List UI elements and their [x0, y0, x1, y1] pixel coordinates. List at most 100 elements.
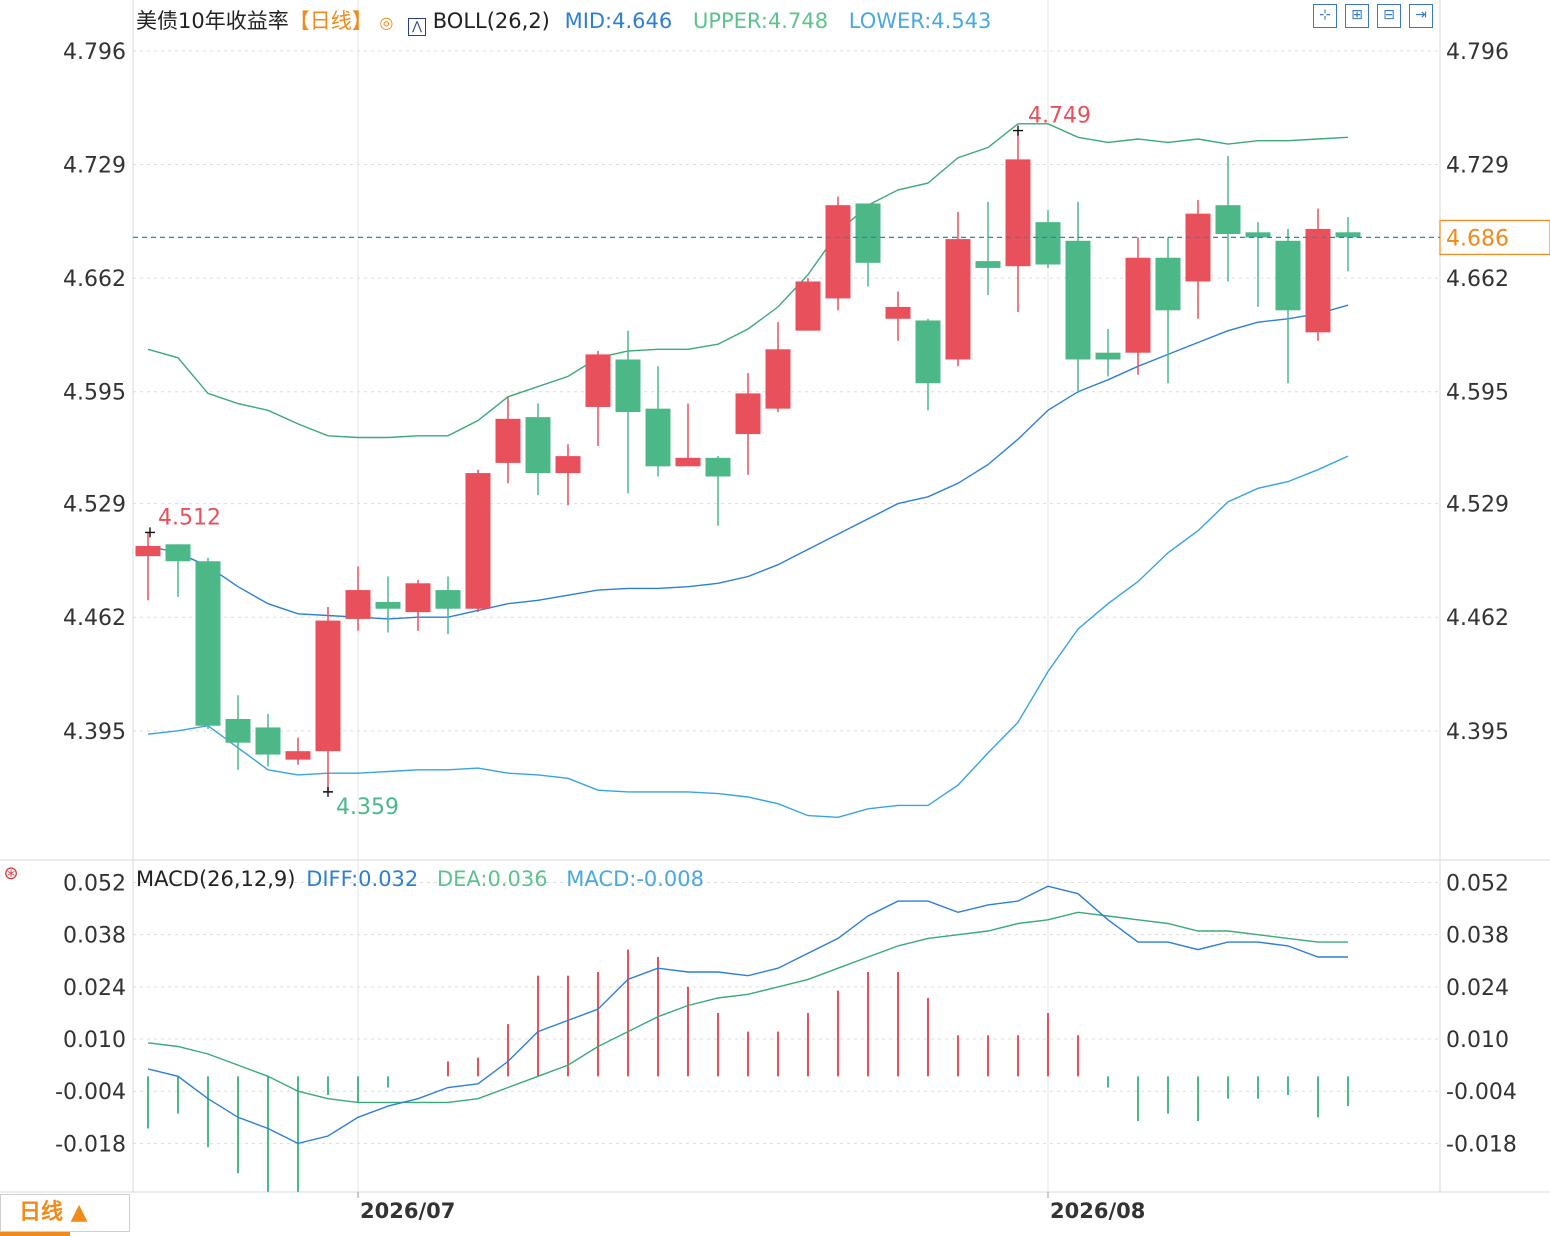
candle-body	[435, 590, 461, 609]
indicator-switch-icon[interactable]: ⋀	[408, 18, 427, 36]
max-marker-cross	[1013, 125, 1023, 136]
candle-body	[795, 281, 821, 331]
fit-chart-icon[interactable]: ⊹	[1313, 4, 1337, 28]
axis-layer: 4.796 4.796 4.729 4.729 4.662 4.662 4.595 4.595…	[55, 40, 1517, 1223]
candle-body	[225, 718, 251, 743]
marker-layer: 4.686 4.749 4.359 4.512	[133, 104, 1550, 820]
zoom-in-icon[interactable]: ⊞	[1345, 4, 1369, 28]
macd-settings-icon[interactable]: ⊛	[3, 863, 19, 884]
candle-body	[195, 561, 221, 726]
candle-body	[735, 393, 761, 435]
candle-body	[135, 546, 161, 557]
boll-indicator-label[interactable]: BOLL(26,2)	[432, 9, 550, 33]
candle-body	[705, 457, 731, 477]
main-y-tick-right: 4.395	[1446, 720, 1509, 745]
boll-lower-value: LOWER:4.543	[848, 9, 992, 33]
main-y-tick-left: 4.662	[63, 267, 126, 292]
candle-layer	[135, 130, 1361, 792]
macd-dea-line	[147, 911, 1348, 1104]
macd-y-tick-left: 0.038	[63, 924, 126, 949]
main-y-tick-left: 4.729	[63, 153, 126, 178]
candle-body	[1005, 159, 1031, 267]
candle-body	[1035, 222, 1061, 265]
candle-body	[1065, 240, 1091, 360]
main-y-tick-left: 4.796	[63, 40, 126, 65]
macd-diff-value: DIFF:0.032	[306, 867, 419, 891]
candle-body	[1245, 232, 1271, 238]
macd-layer	[147, 885, 1349, 1192]
period-selector-underline	[0, 1232, 70, 1236]
macd-indicator-label[interactable]: MACD(26,12,9)	[136, 867, 296, 891]
main-y-tick-right: 4.796	[1446, 40, 1509, 65]
candle-body	[1215, 205, 1241, 234]
candle-body	[315, 620, 341, 752]
boll-mid-value: MID:4.646	[564, 9, 673, 33]
first-marker-cross	[145, 527, 155, 538]
date-label: 2026/07	[360, 1199, 455, 1223]
candle-body	[1275, 240, 1301, 311]
macd-y-tick-right: 0.052	[1446, 872, 1509, 897]
candle-body	[405, 583, 431, 613]
candle-body	[165, 544, 191, 562]
candle-body	[285, 751, 311, 760]
macd-y-tick-right: 0.010	[1446, 1028, 1509, 1053]
settings-icon[interactable]: ◎	[379, 13, 394, 32]
main-y-tick-right: 4.529	[1446, 493, 1509, 518]
min-marker-label: 4.359	[336, 795, 399, 820]
boll-upper-value: UPPER:4.748	[692, 9, 829, 33]
main-y-tick-right: 4.662	[1446, 267, 1509, 292]
zoom-out-icon[interactable]: ⊟	[1377, 4, 1401, 28]
main-y-tick-left: 4.462	[63, 606, 126, 631]
instrument-title: 美债10年收益率	[136, 9, 289, 33]
grid-layer	[0, 0, 1550, 1193]
candle-body	[1185, 213, 1211, 282]
period-selector-button[interactable]: 日线 ▲	[0, 1194, 130, 1232]
candle-body	[555, 456, 581, 474]
main-y-tick-left: 4.595	[63, 381, 126, 406]
candle-body	[585, 354, 611, 407]
macd-y-tick-left: -0.018	[55, 1132, 126, 1157]
boll-lower-line	[147, 455, 1349, 819]
boll-upper-line	[147, 123, 1349, 439]
date-label: 2026/08	[1050, 1199, 1145, 1223]
candle-body	[975, 261, 1001, 268]
candle-body	[855, 203, 881, 263]
max-marker-label: 4.749	[1028, 104, 1091, 129]
main-y-tick-right: 4.462	[1446, 606, 1509, 631]
main-y-tick-left: 4.395	[63, 720, 126, 745]
candle-body	[1155, 257, 1181, 311]
macd-y-tick-left: 0.052	[63, 872, 126, 897]
macd-y-tick-right: -0.018	[1446, 1132, 1517, 1157]
macd-y-tick-right: -0.004	[1446, 1080, 1517, 1105]
candle-body	[465, 473, 491, 609]
candle-body	[495, 418, 521, 463]
candle-body	[1095, 352, 1121, 360]
candle-body	[525, 417, 551, 474]
macd-histogram-value: MACD:-0.008	[566, 867, 705, 891]
main-y-tick-right: 4.729	[1446, 153, 1509, 178]
candle-body	[255, 727, 281, 755]
current-price-box	[1439, 219, 1550, 255]
macd-y-tick-right: 0.024	[1446, 976, 1509, 1001]
candle-body	[675, 457, 701, 467]
candle-body	[1125, 257, 1151, 353]
macd-diff-line	[147, 885, 1348, 1145]
macd-dea-value: DEA:0.036	[436, 867, 548, 891]
macd-y-tick-left: 0.024	[63, 976, 126, 1001]
main-y-tick-right: 4.595	[1446, 381, 1509, 406]
scroll-to-end-icon[interactable]: ⇥	[1409, 4, 1433, 28]
candle-body	[345, 590, 371, 619]
macd-y-tick-left: 0.010	[63, 1028, 126, 1053]
period-label: 【日线】	[288, 9, 373, 33]
candle-body	[615, 359, 641, 413]
candle-body	[375, 601, 401, 609]
candle-body	[885, 306, 911, 319]
candle-body	[765, 349, 791, 409]
candle-body	[645, 408, 671, 467]
candle-body	[825, 205, 851, 299]
candle-body	[1335, 232, 1361, 238]
min-marker-cross	[323, 786, 333, 797]
current-price-label: 4.686	[1446, 226, 1509, 251]
candle-body	[1305, 228, 1331, 333]
